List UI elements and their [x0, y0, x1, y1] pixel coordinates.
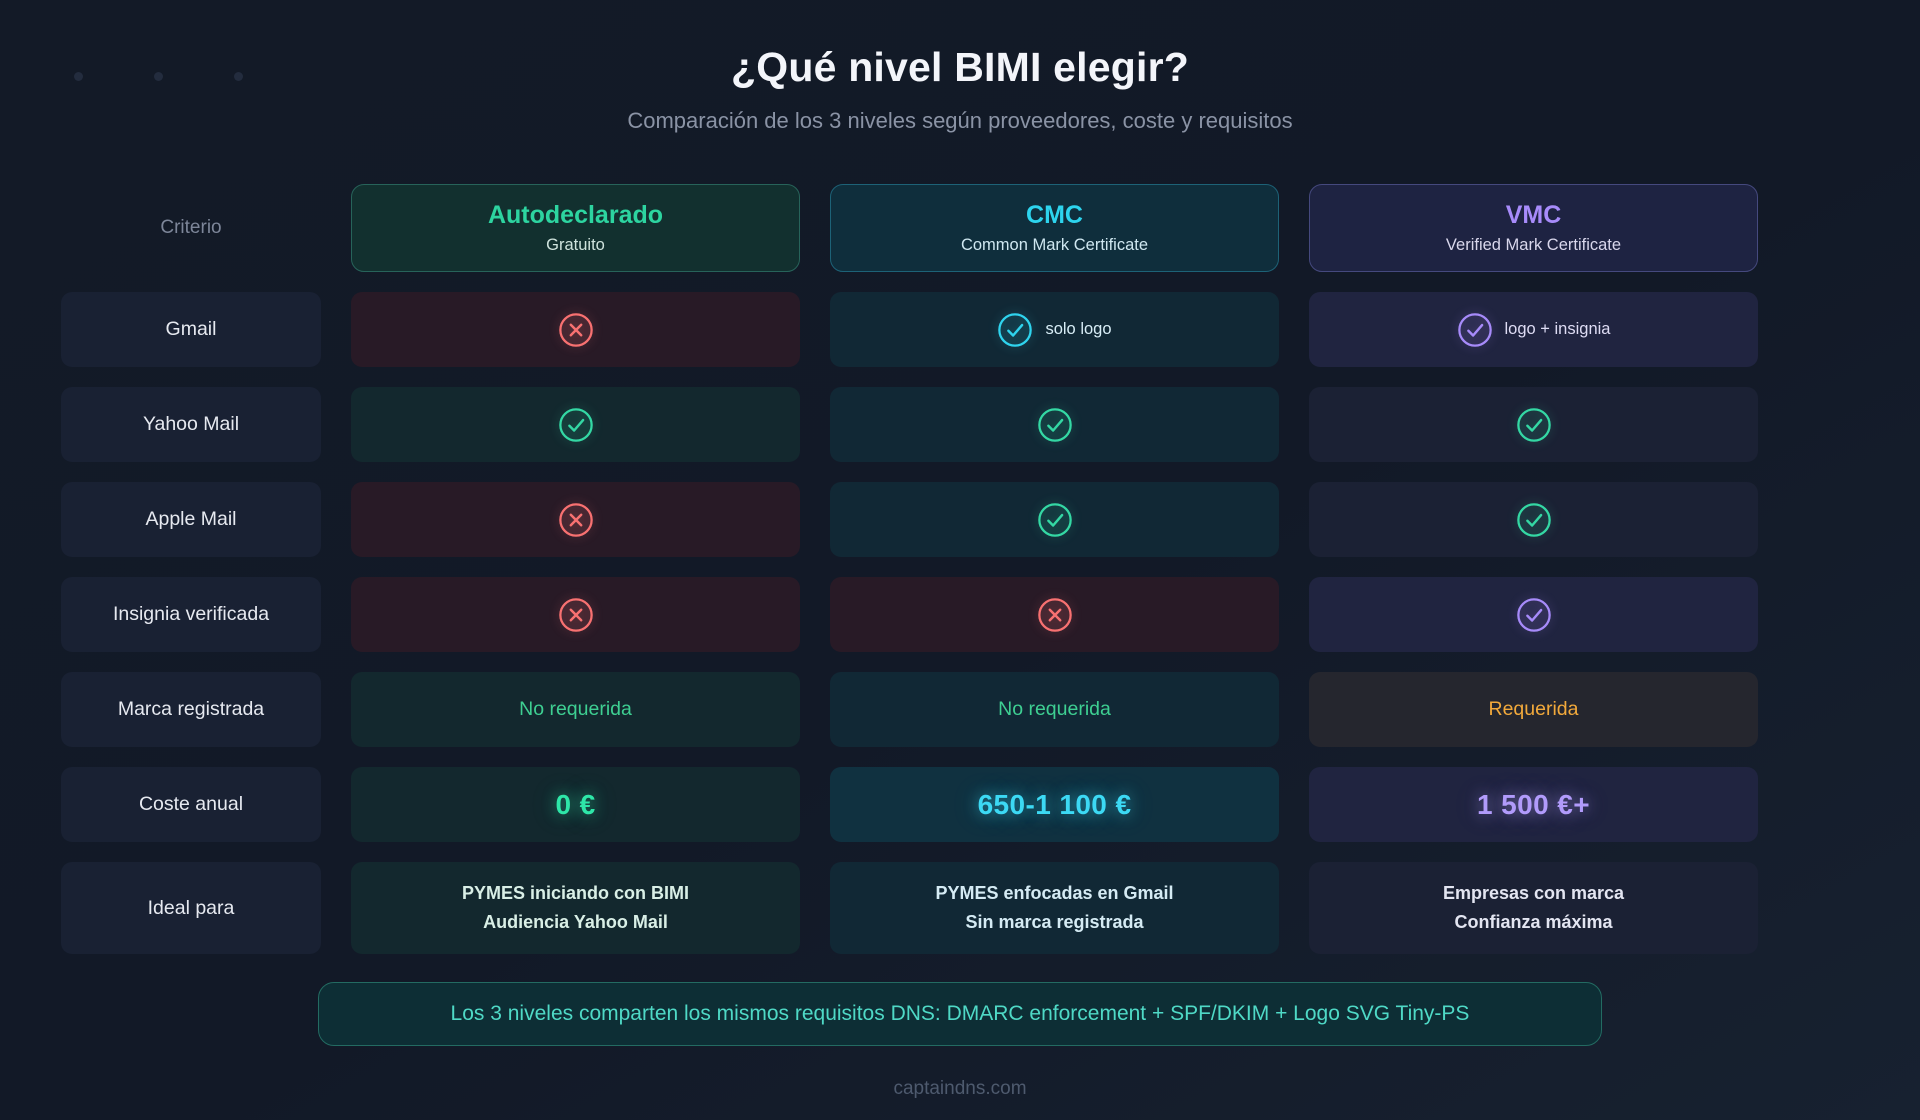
row-label: Ideal para: [61, 862, 321, 954]
table-cell-autodeclarado: 0 €: [351, 767, 800, 842]
column-header-autodeclarado: Autodeclarado Gratuito: [351, 184, 800, 272]
column-header-vmc: VMC Verified Mark Certificate: [1309, 184, 1758, 272]
column-title: VMC: [1505, 201, 1562, 229]
table-cell-autodeclarado: [351, 482, 800, 557]
cell-lines: PYMES enfocadas en Gmail Sin marca regist…: [935, 879, 1173, 937]
cell-line: Confianza máxima: [1454, 912, 1613, 932]
table-cell-cmc: No requerida: [830, 672, 1279, 747]
dns-requirements-banner: Los 3 niveles comparten los mismos requi…: [318, 982, 1602, 1046]
table-cell-vmc: logo + insignia: [1309, 292, 1758, 367]
table-cell-cmc: [830, 387, 1279, 462]
cross-icon: [1037, 597, 1072, 632]
cell-text: No requerida: [998, 698, 1111, 720]
price-value: 650-1 100 €: [977, 788, 1132, 820]
cross-icon: [558, 502, 593, 537]
cell-text: Requerida: [1488, 698, 1579, 720]
cell-text: solo logo: [1045, 320, 1112, 338]
row-label: Coste anual: [61, 767, 321, 842]
deco-dot: [154, 72, 163, 81]
banner-text: Los 3 niveles comparten los mismos requi…: [450, 1002, 1470, 1025]
table-cell-autodeclarado: PYMES iniciando con BIMI Audiencia Yahoo …: [351, 862, 800, 954]
column-subtitle: Verified Mark Certificate: [1445, 236, 1622, 254]
cell-line: Sin marca registrada: [965, 912, 1144, 932]
check-icon: [1516, 502, 1551, 537]
page-subtitle: Comparación de los 3 niveles según prove…: [627, 108, 1293, 133]
table-cell-autodeclarado: [351, 577, 800, 652]
table-cell-vmc: Empresas con marca Confianza máxima: [1309, 862, 1758, 954]
cell-text: logo + insignia: [1504, 320, 1611, 338]
cell-lines: Empresas con marca Confianza máxima: [1443, 879, 1624, 937]
column-title: CMC: [1026, 201, 1083, 229]
check-icon: [1037, 407, 1072, 442]
table-cell-vmc: 1 500 €+: [1309, 767, 1758, 842]
cross-icon: [558, 312, 593, 347]
deco-dot: [234, 72, 243, 81]
row-label: Marca registrada: [61, 672, 321, 747]
table-cell-vmc: Requerida: [1309, 672, 1758, 747]
table-cell-autodeclarado: [351, 292, 800, 367]
table-cell-vmc: [1309, 577, 1758, 652]
price-value: 1 500 €+: [1477, 788, 1590, 820]
deco-dot: [74, 72, 83, 81]
check-icon: [998, 312, 1033, 347]
comparison-grid: Criterio Autodeclarado Gratuito CMC Common M…: [61, 184, 1758, 954]
cross-icon: [558, 597, 593, 632]
cell-line: PYMES iniciando con BIMI: [461, 883, 690, 903]
row-label: Yahoo Mail: [61, 387, 321, 462]
check-icon: [1516, 597, 1551, 632]
table-cell-autodeclarado: No requerida: [351, 672, 800, 747]
cell-line: Audiencia Yahoo Mail: [483, 912, 668, 932]
table-cell-autodeclarado: [351, 387, 800, 462]
cell-line: Empresas con marca: [1442, 883, 1625, 903]
criteria-header: Criterio: [160, 217, 222, 238]
check-icon: [558, 407, 593, 442]
cell-line: PYMES enfocadas en Gmail: [935, 883, 1174, 903]
column-subtitle: Gratuito: [546, 236, 605, 254]
check-icon: [1516, 407, 1551, 442]
column-subtitle: Common Mark Certificate: [960, 236, 1149, 254]
page-title: ¿Qué nivel BIMI elegir?: [731, 44, 1189, 90]
table-cell-vmc: [1309, 482, 1758, 557]
row-label: Gmail: [61, 292, 321, 367]
table-cell-cmc: [830, 577, 1279, 652]
footer-domain: captaindns.com: [893, 1078, 1027, 1099]
check-icon: [1457, 312, 1492, 347]
cell-text: No requerida: [519, 698, 632, 720]
row-label: Apple Mail: [61, 482, 321, 557]
column-header-cmc: CMC Common Mark Certificate: [830, 184, 1279, 272]
check-icon: [1037, 502, 1072, 537]
decorative-dots: [74, 72, 243, 81]
table-cell-cmc: solo logo: [830, 292, 1279, 367]
column-title: Autodeclarado: [487, 201, 664, 229]
table-cell-cmc: [830, 482, 1279, 557]
price-value: 0 €: [555, 788, 596, 820]
cell-lines: PYMES iniciando con BIMI Audiencia Yahoo …: [462, 879, 689, 937]
table-cell-cmc: 650-1 100 €: [830, 767, 1279, 842]
table-cell-cmc: PYMES enfocadas en Gmail Sin marca regist…: [830, 862, 1279, 954]
row-label: Insignia verificada: [61, 577, 321, 652]
table-cell-vmc: [1309, 387, 1758, 462]
